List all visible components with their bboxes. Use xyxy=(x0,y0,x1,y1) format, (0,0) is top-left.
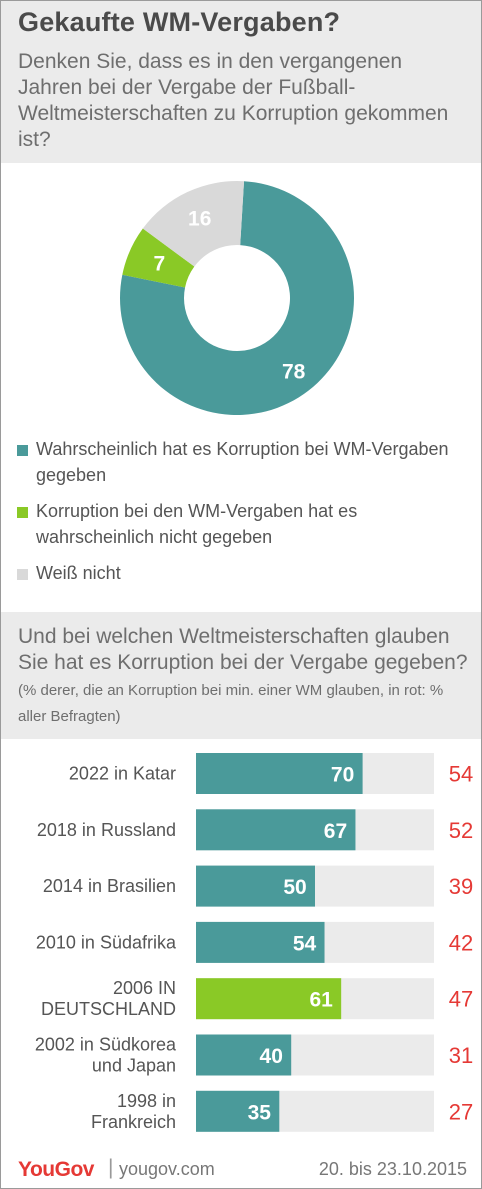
bar-value-label: 54 xyxy=(293,932,317,955)
bar-category-label: 2022 in Katar xyxy=(69,764,176,784)
bar-category-label: DEUTSCHLAND xyxy=(41,999,176,1019)
yougov-logo: YouGov xyxy=(18,1158,94,1181)
footer: YouGov | yougov.com 20. bis 23.10.2015 xyxy=(1,1150,481,1188)
bar-svg: 70 54 2022 in Katar 67 52 2018 in Russland 50 3… xyxy=(35,753,473,1132)
bar-value-label: 50 xyxy=(283,876,306,899)
bar-category-label: 2002 in Südkorea xyxy=(35,1035,177,1055)
bar-value-label: 61 xyxy=(310,989,334,1012)
bar-total-label: 47 xyxy=(449,987,473,1012)
legend-swatch-yes xyxy=(17,445,28,456)
question-text: Denken Sie, dass es in den vergangenen J… xyxy=(18,50,449,151)
bar-total-label: 42 xyxy=(449,930,473,955)
question2-main: Und bei welchen Weltmeisterschaften glau… xyxy=(18,625,468,674)
legend-label-unknown: Weiß nicht xyxy=(36,563,121,583)
bar-value xyxy=(196,753,363,794)
bar-category-label: 2018 in Russland xyxy=(37,820,176,840)
bar-total-label: 39 xyxy=(449,874,473,899)
bar-category-label: Frankreich xyxy=(91,1112,176,1132)
bar-category-label: 2014 in Brasilien xyxy=(43,876,176,896)
footer-site: yougov.com xyxy=(119,1159,215,1179)
bar-value xyxy=(196,1090,280,1132)
donut-slice-no-label: 7 xyxy=(153,253,165,276)
bar-total-label: 31 xyxy=(449,1043,473,1068)
legend-swatch-no xyxy=(17,507,28,518)
legend-swatch-unknown xyxy=(17,569,28,580)
donut-chart: 78 7 16 xyxy=(0,163,482,433)
bar-total-label: 27 xyxy=(449,1099,473,1124)
footer-separator: | xyxy=(108,1156,114,1179)
donut-slice-no xyxy=(122,228,195,288)
legend-label-yes: Wahrscheinlich hat es Korruption bei WM-… xyxy=(36,439,449,485)
page-title: Gekaufte WM-Vergaben? xyxy=(18,7,341,37)
donut-slice-unknown xyxy=(142,181,245,267)
bar-total-label: 54 xyxy=(449,762,473,787)
bar-chart: 70 54 2022 in Katar 67 52 2018 in Russland 50 3… xyxy=(0,740,482,1150)
bar-category-label: und Japan xyxy=(92,1056,176,1076)
bar-value-label: 70 xyxy=(331,764,354,787)
donut-slice-unknown-label: 16 xyxy=(188,207,211,230)
header: Gekaufte WM-Vergaben? Denken Sie, dass e… xyxy=(1,1,481,163)
question2-note: (% derer, die an Korruption bei min. ein… xyxy=(18,682,444,725)
bar-category-label: 2006 IN xyxy=(113,978,176,998)
bar-value xyxy=(196,865,315,907)
bar-value xyxy=(196,809,356,851)
footer-date: 20. bis 23.10.2015 xyxy=(318,1159,467,1179)
donut-slice-yes xyxy=(120,181,355,415)
bar-total-label: 52 xyxy=(449,818,473,843)
donut-svg: 78 7 16 xyxy=(120,181,355,415)
question2-text: Und bei welchen Weltmeisterschaften glau… xyxy=(18,624,473,728)
bar-value xyxy=(196,978,342,1020)
bar-value-label: 67 xyxy=(324,820,347,843)
donut-slice-yes-label: 78 xyxy=(282,361,306,384)
question2-header: Und bei welchen Weltmeisterschaften glau… xyxy=(1,612,481,739)
bar-category-label: 2010 in Südafrika xyxy=(36,932,177,952)
bar-value xyxy=(196,1034,292,1076)
legend-label-no: Korruption bei den WM-Vergaben hat es wa… xyxy=(36,501,358,547)
bar-value-label: 40 xyxy=(260,1045,283,1068)
bar-value xyxy=(196,921,325,963)
bar-category-label: 1998 in xyxy=(117,1091,176,1111)
bar-value-label: 35 xyxy=(248,1101,272,1124)
